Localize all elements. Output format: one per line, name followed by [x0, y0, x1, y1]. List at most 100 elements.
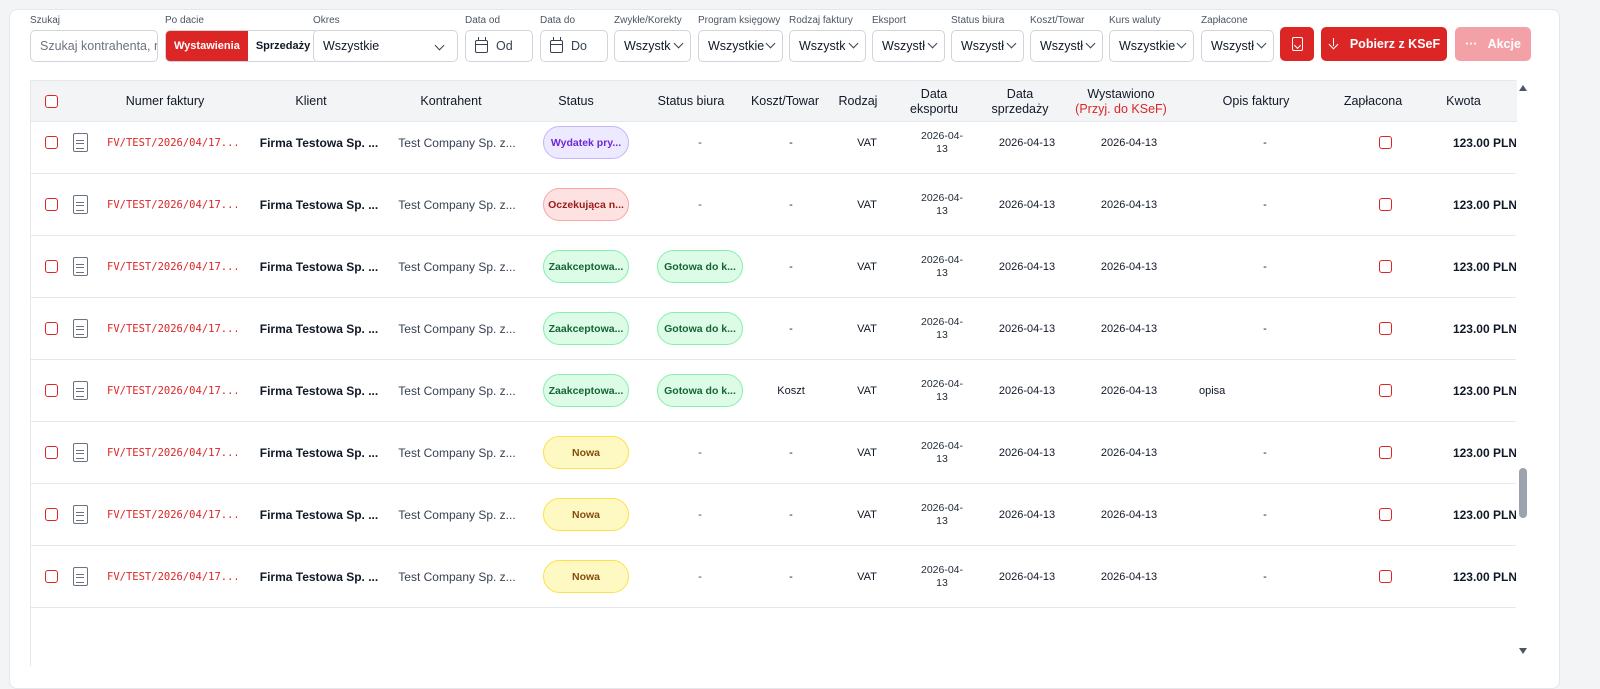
row-checkbox[interactable]: [45, 508, 58, 521]
office-status-label: Status biura: [951, 15, 1005, 26]
cost-type: -: [789, 136, 793, 149]
invoice-number-link[interactable]: FV/TEST/2026/04/17...: [107, 198, 237, 211]
program-select[interactable]: Wszystkie: [698, 30, 783, 62]
row-checkbox[interactable]: [45, 446, 58, 459]
invoice-number-link[interactable]: FV/TEST/2026/04/17...: [107, 508, 237, 521]
scroll-down-arrow-icon[interactable]: [1519, 648, 1527, 654]
header-description[interactable]: Opis faktury: [1222, 94, 1290, 108]
row-checkbox[interactable]: [45, 570, 58, 583]
table-row[interactable]: FV/TEST/2026/04/17... Firma Testowa Sp. …: [31, 174, 1517, 236]
document-icon[interactable]: [72, 567, 88, 586]
row-checkbox[interactable]: [45, 260, 58, 273]
cost-type: -: [789, 570, 793, 583]
table-row[interactable]: FV/TEST/2026/04/17... Firma Testowa Sp. …: [31, 360, 1517, 422]
document-icon[interactable]: [72, 195, 88, 214]
date-to-input[interactable]: Do: [540, 30, 608, 62]
paid-checkbox[interactable]: [1378, 570, 1392, 583]
download-ksef-button[interactable]: Pobierz z KSeF: [1321, 27, 1447, 61]
header-number[interactable]: Numer faktury: [125, 94, 205, 108]
contractor-name: Test Company Sp. z...: [398, 445, 516, 460]
toggle-issued[interactable]: Wystawienia: [166, 31, 248, 61]
status-cell: Zaakceptowa...: [542, 360, 630, 421]
document-icon[interactable]: [72, 443, 88, 462]
period-select[interactable]: Wszystkie: [313, 30, 458, 62]
paid-checkbox[interactable]: [1378, 136, 1392, 149]
header-client[interactable]: Klient: [295, 94, 327, 108]
file-download-icon: [1291, 37, 1303, 51]
document-icon[interactable]: [72, 257, 88, 276]
regular-select[interactable]: Wszystk: [614, 30, 691, 62]
header-cost[interactable]: Koszt/Towar: [750, 94, 820, 108]
row-checkbox[interactable]: [45, 384, 58, 397]
row-checkbox[interactable]: [45, 136, 58, 149]
row-checkbox[interactable]: [45, 198, 58, 211]
office-status-select[interactable]: Wszystł: [951, 30, 1024, 62]
date-to-label: Data do: [540, 15, 576, 26]
header-export-date[interactable]: Data eksportu: [899, 81, 969, 122]
date-from-input[interactable]: Od: [465, 30, 533, 62]
table-row[interactable]: FV/TEST/2026/04/17... Firma Testowa Sp. …: [31, 112, 1517, 174]
invoice-type-select[interactable]: Wszystk: [789, 30, 866, 62]
invoice-number-link[interactable]: FV/TEST/2026/04/17...: [107, 260, 237, 273]
download-icon: [1328, 38, 1340, 50]
table-row[interactable]: FV/TEST/2026/04/17... Firma Testowa Sp. …: [31, 546, 1517, 608]
paid-checkbox[interactable]: [1378, 260, 1392, 273]
toggle-sale[interactable]: Sprzedaży: [247, 31, 319, 61]
invoice-number-link[interactable]: FV/TEST/2026/04/17...: [107, 136, 237, 149]
header-status[interactable]: Status: [558, 94, 594, 108]
header-issued-date[interactable]: Wystawiono (Przyj. do KSeF): [1071, 81, 1171, 122]
table-row[interactable]: FV/TEST/2026/04/17... Firma Testowa Sp. …: [31, 236, 1517, 298]
header-select-all[interactable]: [45, 81, 59, 122]
invoice-number-link[interactable]: FV/TEST/2026/04/17...: [107, 446, 237, 459]
paid-checkbox[interactable]: [1378, 508, 1392, 521]
amount-value: 123.00 PLN: [1452, 321, 1517, 336]
table-row[interactable]: FV/TEST/2026/04/17... Firma Testowa Sp. …: [31, 298, 1517, 360]
paid-checkbox[interactable]: [1378, 446, 1392, 459]
header-contractor[interactable]: Kontrahent: [420, 94, 482, 108]
header-paid[interactable]: Zapłacona: [1343, 94, 1403, 108]
row-select-cell: [43, 236, 60, 297]
contractor-name: Test Company Sp. z...: [398, 507, 516, 522]
export-date-cell: 2026-04-13: [907, 298, 977, 359]
paid-select[interactable]: Wszystł: [1201, 30, 1274, 62]
invoice-kind: VAT: [857, 384, 877, 397]
scroll-up-arrow-icon[interactable]: [1519, 85, 1527, 91]
sale-date: 2026-04-13: [998, 570, 1056, 583]
document-icon[interactable]: [72, 133, 88, 152]
invoice-description: -: [1263, 508, 1267, 521]
export-file-button[interactable]: [1280, 27, 1314, 61]
header-office-status[interactable]: Status biura: [657, 94, 725, 108]
invoice-number-link[interactable]: FV/TEST/2026/04/17...: [107, 384, 237, 397]
header-kind[interactable]: Rodzaj: [838, 94, 878, 108]
office-status-cell: Gotowa do k...: [655, 236, 745, 297]
cost-goods-select[interactable]: Wszystł: [1030, 30, 1103, 62]
document-icon[interactable]: [72, 505, 88, 524]
amount-value: 123.00 PLN: [1452, 569, 1517, 584]
export-select[interactable]: Wszystł: [872, 30, 945, 62]
table-row[interactable]: FV/TEST/2026/04/17... Firma Testowa Sp. …: [31, 484, 1517, 546]
contractor-name: Test Company Sp. z...: [398, 135, 516, 150]
paid-checkbox[interactable]: [1378, 384, 1392, 397]
invoice-description: opisa: [1199, 384, 1226, 397]
actions-button[interactable]: ··· Akcje: [1455, 27, 1531, 61]
header-amount[interactable]: Kwota: [1446, 94, 1481, 108]
invoice-number-link[interactable]: FV/TEST/2026/04/17...: [107, 570, 237, 583]
invoice-number-link[interactable]: FV/TEST/2026/04/17...: [107, 322, 237, 335]
currency-select[interactable]: Wszystkie: [1109, 30, 1194, 62]
scroll-thumb[interactable]: [1519, 468, 1527, 518]
paid-checkbox[interactable]: [1378, 322, 1392, 335]
document-icon[interactable]: [72, 319, 88, 338]
header-sale-line2: sprzedaży: [991, 101, 1049, 116]
invoice-panel: [9, 9, 1560, 689]
header-sale-date[interactable]: Data sprzedaży: [981, 81, 1059, 122]
table-row[interactable]: FV/TEST/2026/04/17... Firma Testowa Sp. …: [31, 422, 1517, 484]
paid-checkbox[interactable]: [1378, 198, 1392, 211]
export-date-line1: 2026-04-: [920, 253, 964, 266]
status-cell: Zaakceptowa...: [542, 236, 630, 297]
actions-label: Akcje: [1487, 37, 1521, 51]
row-checkbox[interactable]: [45, 322, 58, 335]
table-scrollbar[interactable]: [1516, 80, 1530, 666]
search-input[interactable]: Szukaj kontrahenta, numeru: [30, 30, 158, 62]
select-all-checkbox[interactable]: [45, 95, 58, 108]
document-icon[interactable]: [72, 381, 88, 400]
